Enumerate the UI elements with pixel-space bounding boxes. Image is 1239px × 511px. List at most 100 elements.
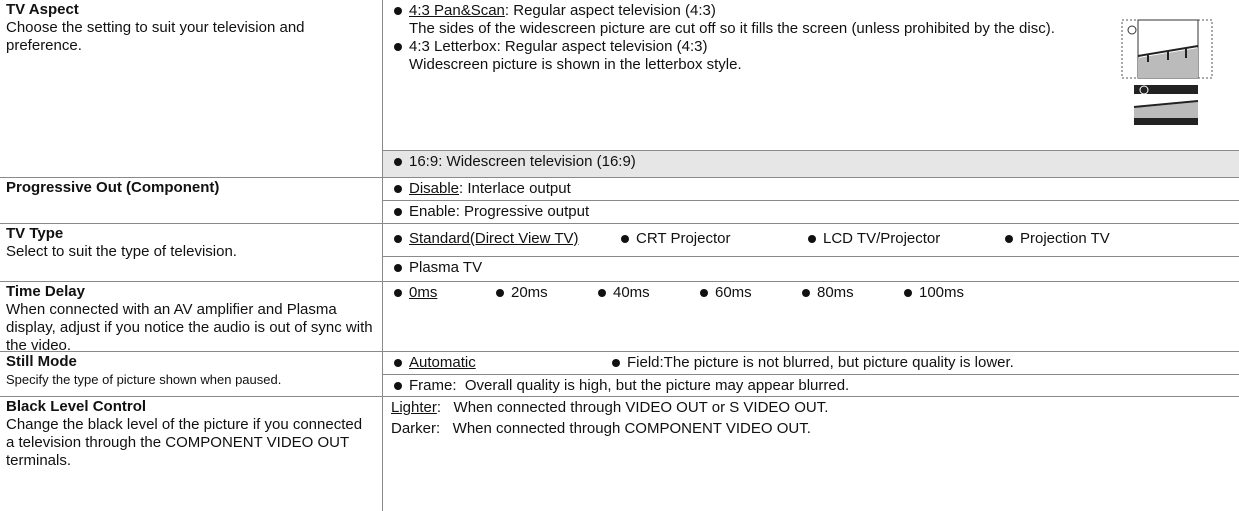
option-name: CRT Projector: [636, 230, 731, 247]
setting-title: Time Delay: [6, 283, 85, 300]
option-name: Automatic: [409, 354, 476, 371]
setting-row: TV Type Select to suit the type of televi…: [0, 223, 1239, 281]
letterbox-icon: [1133, 85, 1199, 125]
bullet: [598, 288, 606, 297]
bullet: [802, 288, 810, 297]
setting-row: Still Mode Specify the type of picture sh…: [0, 351, 1239, 396]
options-cell: 4:3 Pan&Scan: Regular aspect television …: [383, 0, 1239, 177]
option: Frame: Overall quality is high, but the …: [391, 377, 849, 395]
bullet: [394, 288, 402, 297]
setting-description: Change the black level of the picture if…: [6, 416, 363, 469]
option-group: 4:3 Pan&Scan: Regular aspect television …: [383, 0, 1239, 150]
option-name: Standard(Direct View TV): [409, 230, 579, 247]
option-name: Frame: [409, 377, 453, 394]
setting-row: Time Delay When connected with an AV ampl…: [0, 281, 1239, 354]
option: 60ms: [697, 284, 787, 302]
bullet: [496, 288, 504, 297]
aspect-icons: [1121, 19, 1213, 125]
option-name: 4:3 Letterbox: [409, 38, 497, 55]
setting-description: Select to suit the type of television.: [6, 243, 237, 260]
option-name: Disable: [409, 180, 460, 197]
setting-row: TV Aspect Choose the setting to suit your…: [0, 0, 1239, 177]
bullet: [394, 381, 402, 390]
option: LCD TV/Projector: [805, 230, 990, 248]
option: 0ms: [391, 284, 481, 302]
option-group: 16:9: Widescreen television (16:9): [383, 150, 1239, 177]
setting-description: Specify the type of picture shown when p…: [6, 372, 282, 387]
options-cell: 0ms 20ms 40ms 60ms 80ms 100ms: [383, 282, 1239, 351]
setting-row: Black Level Control Change the black leve…: [0, 396, 1239, 511]
bullet: [394, 157, 402, 166]
option-name: 80ms: [817, 284, 854, 301]
option: 100ms: [901, 284, 991, 302]
options-cell: Automatic Field:The picture is not blurre…: [383, 352, 1239, 396]
option-text: : When connected through VIDEO OUT or S …: [436, 399, 829, 416]
option-name: 4:3 Pan&Scan: [409, 2, 505, 19]
option-group: Automatic Field:The picture is not blurre…: [383, 352, 1239, 374]
option: Standard(Direct View TV): [391, 230, 606, 248]
option-name: 16:9: [409, 153, 439, 170]
option: Disable: Interlace output: [391, 180, 571, 198]
options-cell: Standard(Direct View TV) CRT Projector LCD…: [383, 224, 1239, 281]
option-group: Standard(Direct View TV) CRT Projector LCD…: [383, 224, 1239, 256]
option: 16:9: Widescreen television (16:9): [391, 153, 636, 171]
setting-label-cell: Black Level Control Change the black leve…: [0, 397, 383, 511]
option: Automatic: [391, 354, 581, 372]
option-name: 60ms: [715, 284, 752, 301]
option-group: Disable: Interlace output: [383, 178, 1239, 200]
bullet: [808, 234, 816, 243]
options-cell: Disable: Interlace output Enable: Progres…: [383, 178, 1239, 223]
setting-label-cell: Time Delay When connected with an AV ampl…: [0, 282, 383, 354]
option-group: Plasma TV: [383, 256, 1239, 281]
setting-label-cell: Progressive Out (Component): [0, 178, 383, 223]
bullet: [612, 358, 620, 367]
option-group: Frame: Overall quality is high, but the …: [383, 374, 1239, 397]
bullet: [394, 358, 402, 367]
setting-label-cell: Still Mode Specify the type of picture sh…: [0, 352, 383, 396]
option: Projection TV: [1002, 230, 1110, 248]
option-detail: Widescreen picture is shown in the lette…: [409, 56, 742, 73]
option-text: : Regular aspect television (4:3): [504, 2, 716, 19]
bullet: [394, 42, 402, 51]
option-text: :The picture is not blurred, but picture…: [659, 354, 1014, 371]
option: Plasma TV: [391, 259, 606, 277]
option-name: Darker: [391, 420, 437, 437]
bullet: [904, 288, 912, 297]
setting-title: Black Level Control: [6, 398, 147, 415]
bullet: [700, 288, 708, 297]
option-text: : Overall quality is high, but the pictu…: [452, 377, 850, 394]
bullet: [394, 234, 402, 243]
bullet: [394, 207, 402, 216]
option: 4:3 Letterbox: Regular aspect television…: [391, 38, 742, 74]
setting-label-cell: TV Aspect Choose the setting to suit your…: [0, 0, 383, 177]
option-name: 20ms: [511, 284, 548, 301]
setting-title: TV Aspect: [6, 1, 79, 18]
option-name: Projection TV: [1020, 230, 1110, 247]
option-name: LCD TV/Projector: [823, 230, 941, 247]
setting-title: Progressive Out (Component): [6, 179, 220, 196]
option-text: : Widescreen television (16:9): [438, 153, 636, 170]
option: 4:3 Pan&Scan: Regular aspect television …: [391, 2, 1055, 38]
option-name: 40ms: [613, 284, 650, 301]
option: 40ms: [595, 284, 685, 302]
option: 20ms: [493, 284, 583, 302]
option-text: : Regular aspect television (4:3): [496, 38, 708, 55]
option-group: 0ms 20ms 40ms 60ms 80ms 100ms: [383, 282, 1239, 351]
option-text: : Interlace output: [459, 180, 571, 197]
bullet: [1005, 234, 1013, 243]
option-name: Plasma TV: [409, 259, 483, 276]
options-cell: Lighter: When connected through VIDEO OU…: [383, 397, 1239, 511]
option: CRT Projector: [618, 230, 793, 248]
option: 80ms: [799, 284, 889, 302]
setting-title: TV Type: [6, 225, 64, 242]
option-group: Enable: Progressive output: [383, 200, 1239, 223]
option-group: Lighter: When connected through VIDEO OU…: [383, 397, 1239, 511]
option-name: Field: [627, 354, 660, 371]
setting-label-cell: TV Type Select to suit the type of televi…: [0, 224, 383, 281]
option: Darker: When connected through COMPONENT…: [391, 420, 1231, 438]
option-name: Enable: [409, 203, 456, 220]
option-name: Lighter: [391, 399, 437, 416]
option-text: : Progressive output: [455, 203, 590, 220]
option-name: 100ms: [919, 284, 965, 301]
option-name: 0ms: [409, 284, 438, 301]
